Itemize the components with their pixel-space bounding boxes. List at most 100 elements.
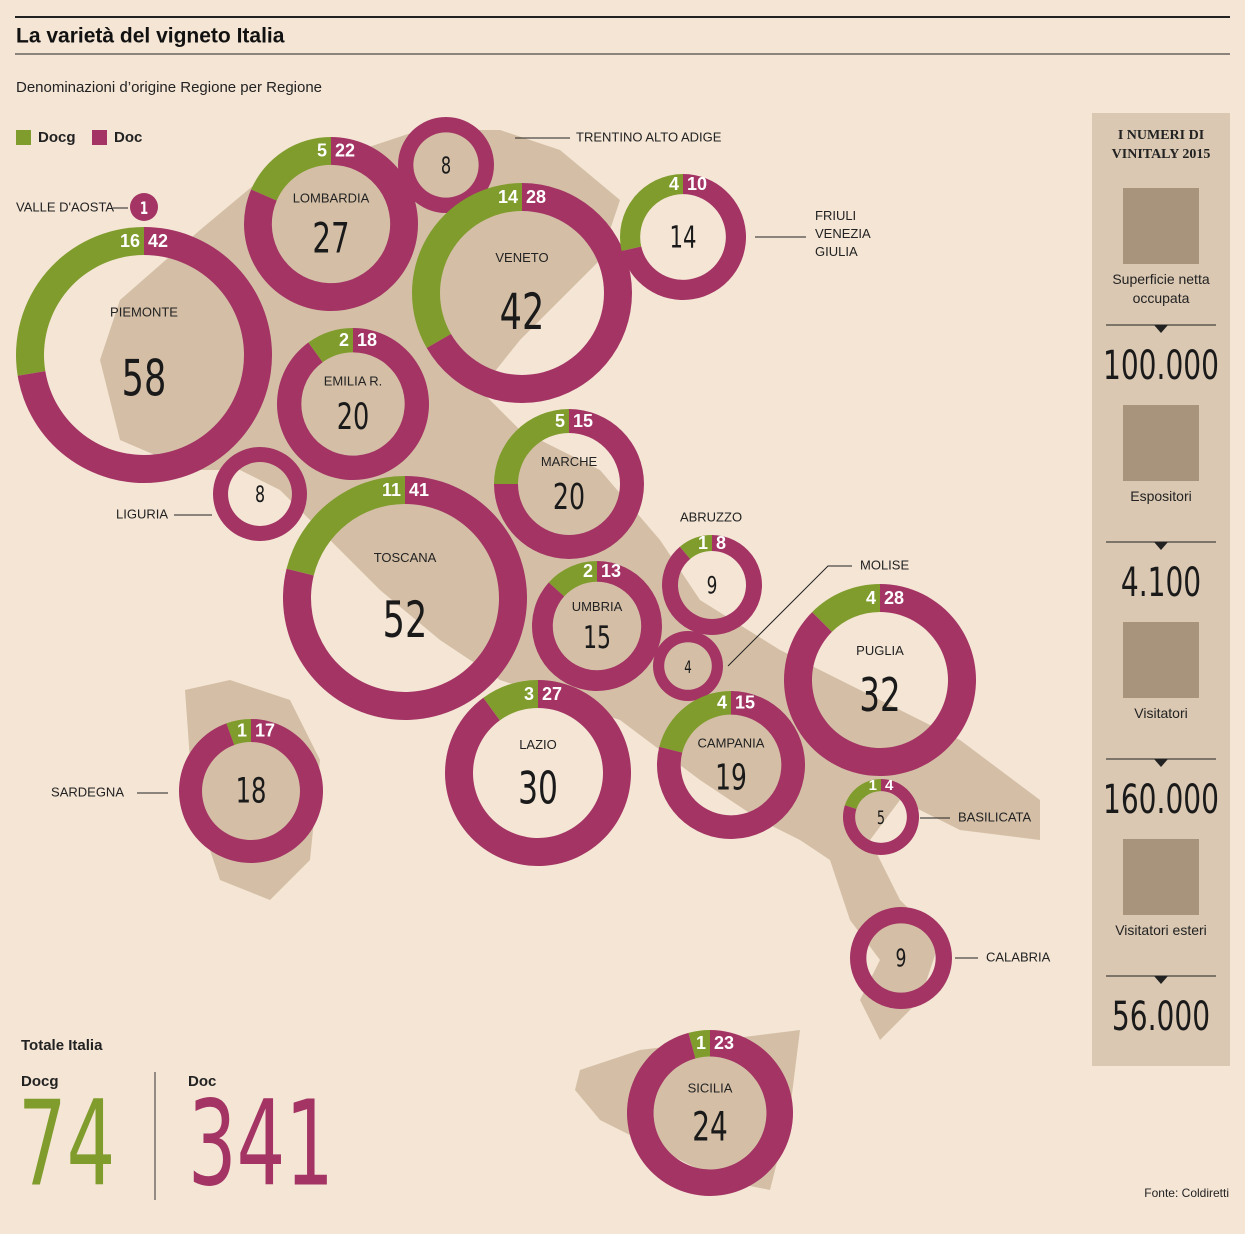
sidebar-arrow (1154, 542, 1168, 550)
doc-arc (850, 907, 952, 1009)
title: La varietà del vigneto Italia (16, 25, 285, 48)
doc-label: 28 (884, 588, 904, 608)
region-total: 20 (553, 475, 585, 517)
sidebar-icon (1123, 839, 1199, 915)
docg-label: 2 (339, 330, 349, 350)
docg-arc (812, 584, 880, 632)
sidebar-label: Espositori (1130, 488, 1192, 504)
region-total: 58 (122, 349, 167, 408)
region-name-box: FRIULI VENEZIA GIULIA (815, 208, 870, 259)
region-name: UMBRIA (572, 599, 623, 614)
docg-arc (412, 183, 522, 348)
sidebar-arrow (1154, 976, 1168, 984)
sidebar-label-box: Superficie netta occupata (1112, 271, 1209, 306)
docg-label: 5 (317, 141, 327, 161)
doc-arc (657, 691, 806, 840)
region-name: VALLE D'AOSTA (16, 199, 114, 214)
doc-arc (843, 779, 919, 855)
region-name: TOSCANA (374, 550, 437, 565)
source: Fonte: Coldiretti (1144, 1186, 1229, 1200)
doc-arc (626, 1030, 793, 1196)
region-name: LOMBARDIA (293, 191, 370, 206)
sidebar-value: 160.000 (1103, 777, 1219, 823)
docg-arc (548, 561, 597, 597)
docg-arc (679, 535, 712, 559)
totals-title: Totale Italia (21, 1037, 103, 1054)
sidebar-label: Visitatori esteri (1115, 922, 1207, 938)
docg-label: 16 (120, 231, 140, 251)
region-name: CALABRIA (986, 949, 1051, 964)
region-name: LAZIO (519, 737, 557, 752)
docg-arc (844, 779, 881, 810)
docg-label: 1 (696, 1033, 706, 1053)
docg-arc (483, 680, 538, 721)
region-total: 5 (877, 807, 885, 828)
doc-arc (494, 409, 644, 559)
docg-label: 1 (698, 533, 708, 553)
docg-label: 1 (237, 720, 247, 740)
region-name: LIGURIA (116, 506, 168, 521)
sidebar-value: 100.000 (1103, 343, 1219, 389)
doc-label: 27 (542, 684, 562, 704)
docg-label: 4 (866, 588, 876, 608)
region-total: 4 (684, 657, 692, 677)
docg-arc (251, 137, 331, 201)
doc-arc (243, 137, 418, 311)
doc-arc (398, 117, 494, 213)
sidebar-label-box: Visitatori (1134, 705, 1187, 721)
sidebar-icon (1123, 188, 1199, 264)
docg-arc (226, 719, 251, 745)
leader-line (727, 565, 852, 667)
doc-label: 15 (735, 693, 755, 713)
sidebar-icon (1123, 622, 1199, 698)
docg-arc (688, 1030, 710, 1059)
region-name: BASILICATA (958, 809, 1032, 824)
docg-label: 1 (869, 777, 877, 794)
doc-arc (444, 680, 631, 867)
region-name: FRIULI VENEZIA GIULIA (815, 208, 870, 259)
region-total: 15 (583, 619, 611, 656)
doc-arc (130, 193, 158, 221)
region-total: 52 (383, 590, 428, 649)
doc-arc (178, 719, 323, 864)
sidebar-label-box: Espositori (1130, 488, 1192, 504)
sidebar-value: 56.000 (1112, 994, 1210, 1040)
docg-label: 11 (382, 480, 401, 500)
doc-arc (621, 174, 746, 301)
subtitle: Denominazioni d’origine Regione per Regi… (16, 79, 322, 96)
docg-label: 4 (717, 693, 727, 713)
region-total: 9 (896, 946, 907, 974)
region-total: 27 (312, 213, 349, 262)
doc-arc (276, 328, 429, 480)
region-total: 8 (255, 481, 265, 508)
legend-swatch (92, 130, 107, 145)
region-total: 24 (692, 1105, 728, 1151)
doc-label: 42 (148, 231, 168, 251)
region-name: ABRUZZO (680, 509, 742, 524)
docg-arc (308, 328, 353, 363)
docg-label: 3 (524, 684, 534, 704)
docg-label: 2 (583, 561, 593, 581)
totals-docg-label: Docg (21, 1073, 59, 1090)
doc-arc (661, 535, 762, 635)
doc-label: 41 (409, 480, 429, 500)
region-name: EMILIA R. (324, 374, 383, 389)
region-total: 1 (140, 198, 148, 218)
totals-doc: 341 (188, 1077, 334, 1214)
totals-docg: 74 (18, 1077, 115, 1214)
region-name: SARDEGNA (51, 784, 124, 799)
region-name: SICILIA (688, 1081, 733, 1096)
region-total: 30 (518, 763, 558, 814)
docg-arc (494, 409, 569, 484)
doc-label: 28 (526, 187, 546, 207)
region-total: 18 (236, 771, 267, 811)
docg-arc (15, 227, 144, 376)
sidebar-title: I NUMERI DI VINITALY 2015 (1111, 128, 1211, 162)
doc-label: 15 (573, 411, 593, 431)
region-total: 14 (670, 221, 697, 256)
legend-label: Doc (114, 129, 142, 146)
region-total: 20 (337, 396, 370, 438)
doc-label: 13 (601, 561, 621, 581)
